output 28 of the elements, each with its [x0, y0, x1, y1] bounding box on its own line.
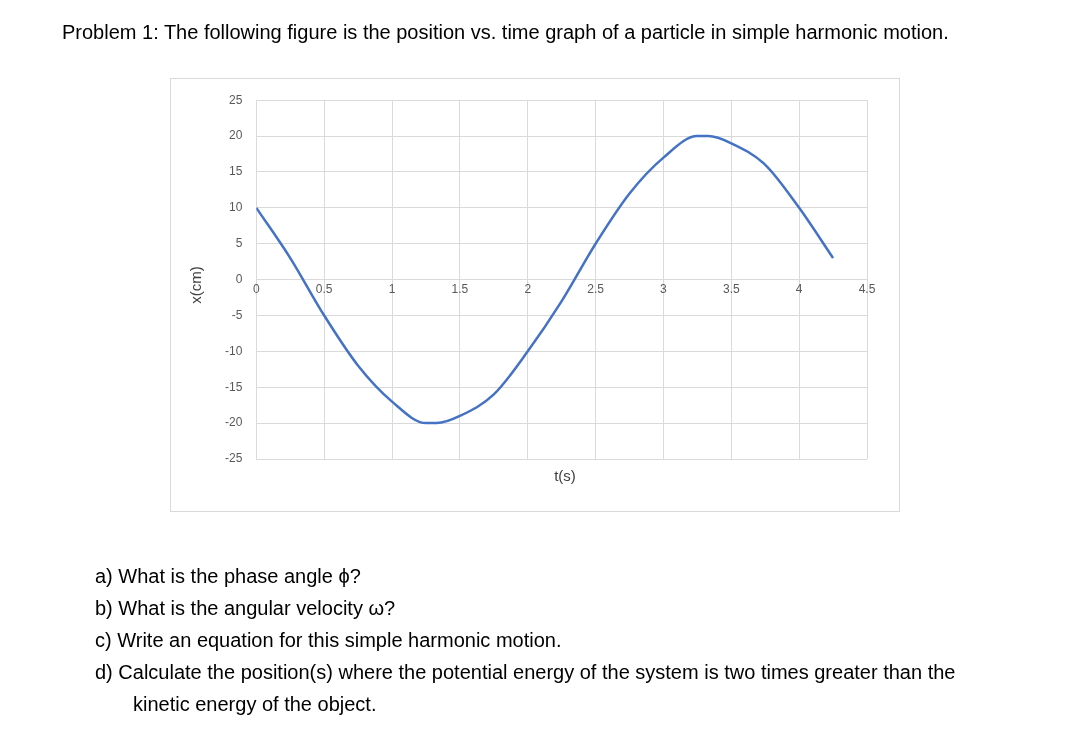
y-tick-label: 15: [228, 164, 243, 179]
y-tick-label: -10: [225, 343, 243, 358]
y-tick-label: -15: [225, 379, 243, 394]
x-tick-label: 2: [524, 282, 532, 297]
x-tick-label: 0: [253, 282, 260, 297]
x-tick-label: 0.5: [315, 282, 333, 297]
y-tick-label: 10: [228, 200, 243, 215]
chart-title: Problem 1: The following figure is the position vs. time graph of a particle in simple harmonic motion.: [62, 20, 950, 45]
x-tick-label: 1.5: [451, 282, 469, 297]
x-tick-label: 1: [388, 282, 396, 297]
y-tick-label: -25: [225, 451, 243, 466]
y-tick-label: -5: [231, 307, 243, 322]
text: a) What is the phase angle ϕ?: [95, 564, 362, 589]
text: b) What is the angular velocity ω?: [95, 596, 397, 621]
x-tick-label: 3.5: [722, 282, 740, 297]
text: c) Write an equation for this simple harmonic motion.: [95, 628, 563, 653]
x-tick-label: 4.5: [858, 282, 876, 297]
text: d) Calculate the position(s) where the potential energy of the system is two times greater than the kinetic energy of the object.: [95, 660, 957, 717]
y-tick-label: 0: [235, 271, 243, 286]
x-tick-label: 4: [795, 282, 803, 297]
x-axis-title: t(s): [554, 467, 576, 484]
y-axis-title: x(cm): [186, 266, 204, 304]
y-tick-label: 25: [228, 92, 243, 107]
y-tick-label: 5: [235, 236, 243, 251]
y-tick-label: -20: [225, 415, 243, 430]
x-tick-label: 3: [660, 282, 668, 297]
y-tick-label: 20: [228, 128, 243, 143]
x-tick-label: 2.5: [587, 282, 605, 297]
